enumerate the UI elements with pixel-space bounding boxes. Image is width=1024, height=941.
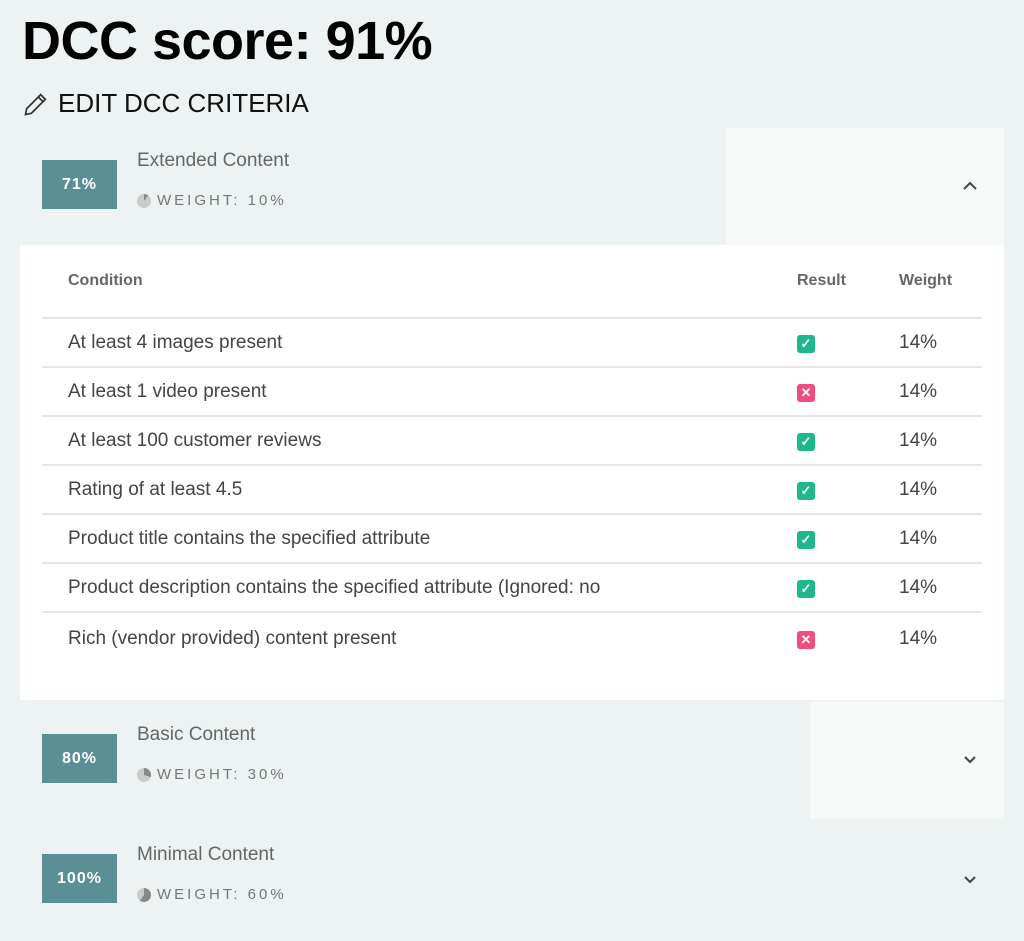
table-row: Product title contains the specified att… <box>42 514 982 564</box>
header-condition: Condition <box>42 245 797 319</box>
pencil-icon <box>24 92 47 116</box>
weight-cell: 14% <box>899 318 982 368</box>
condition-cell: At least 1 video present <box>42 367 797 417</box>
weight-cell: 14% <box>899 367 982 417</box>
result-cell: ✕ <box>797 367 899 417</box>
edit-dcc-criteria-button[interactable]: EDIT DCC CRITERIA <box>22 88 309 119</box>
section-title: Minimal Content <box>137 844 275 865</box>
table-row: At least 100 customer reviews ✓ 14% <box>42 416 982 466</box>
weight-label: WEIGHT: 10% <box>157 192 287 209</box>
weight-label: WEIGHT: 60% <box>157 886 287 903</box>
section-weight: WEIGHT: 60% <box>137 886 287 903</box>
check-icon: ✓ <box>797 530 815 549</box>
header-weight: Weight <box>899 245 982 319</box>
check-icon: ✓ <box>797 481 815 500</box>
result-cell: ✓ <box>797 514 899 564</box>
section-weight: WEIGHT: 30% <box>137 766 287 783</box>
weight-cell: 14% <box>899 416 982 466</box>
score-badge: 80% <box>42 734 117 783</box>
score-badge: 100% <box>42 854 117 903</box>
check-icon: ✓ <box>797 334 815 353</box>
condition-cell: Product title contains the specified att… <box>42 514 797 564</box>
cross-icon: ✕ <box>797 383 815 402</box>
table-row: At least 1 video present ✕ 14% <box>42 367 982 417</box>
section-weight: WEIGHT: 10% <box>137 192 287 209</box>
cross-icon: ✕ <box>797 630 815 649</box>
check-icon: ✓ <box>797 432 815 451</box>
section-title: Basic Content <box>137 724 256 745</box>
edit-label: EDIT DCC CRITERIA <box>58 88 309 118</box>
section-title: Extended Content <box>137 150 290 171</box>
table-row: Rating of at least 4.5 ✓ 14% <box>42 465 982 515</box>
weight-cell: 14% <box>899 563 982 613</box>
conditions-table: Condition Result Weight At least 4 image… <box>20 245 1004 700</box>
section-extended-content: 71% Extended Content WEIGHT: 10% Conditi… <box>20 128 1004 700</box>
condition-cell: At least 100 customer reviews <box>42 416 797 466</box>
section-header[interactable]: 71% Extended Content WEIGHT: 10% <box>20 128 1004 245</box>
weight-label: WEIGHT: 30% <box>157 766 287 783</box>
weight-cell: 14% <box>899 627 938 649</box>
pie-icon <box>137 887 151 902</box>
result-cell: ✓ <box>797 465 899 515</box>
section-header[interactable]: 80% Basic Content WEIGHT: 30% <box>20 702 1004 819</box>
header-result: Result <box>797 245 899 319</box>
section-minimal-content: 100% Minimal Content WEIGHT: 60% <box>20 822 1004 939</box>
result-cell: ✕ <box>797 612 899 664</box>
result-cell: ✓ <box>797 563 899 613</box>
condition-cell: At least 4 images present <box>42 318 797 368</box>
table-row: Product description contains the specifi… <box>42 563 982 613</box>
weight-cell: 14% <box>899 514 982 564</box>
chevron-down-icon[interactable] <box>958 748 982 772</box>
table-row: At least 4 images present ✓ 14% <box>42 318 982 368</box>
result-cell: ✓ <box>797 318 899 368</box>
section-basic-content: 80% Basic Content WEIGHT: 30% <box>20 702 1004 819</box>
weight-cell: 14% <box>899 465 982 515</box>
table-row: Rich (vendor provided) content present ✕… <box>42 612 982 664</box>
condition-cell: Rich (vendor provided) content present <box>68 627 397 649</box>
page-title: DCC score: 91% <box>22 11 433 71</box>
result-cell: ✓ <box>797 416 899 466</box>
check-icon: ✓ <box>797 579 815 598</box>
chevron-down-icon[interactable] <box>958 868 982 892</box>
score-badge: 71% <box>42 160 117 209</box>
condition-cell: Rating of at least 4.5 <box>42 465 797 515</box>
chevron-up-icon[interactable] <box>958 174 982 198</box>
pie-icon <box>137 193 151 208</box>
section-header[interactable]: 100% Minimal Content WEIGHT: 60% <box>20 822 1004 939</box>
condition-cell: Product description contains the specifi… <box>42 563 797 613</box>
pie-icon <box>137 767 151 782</box>
